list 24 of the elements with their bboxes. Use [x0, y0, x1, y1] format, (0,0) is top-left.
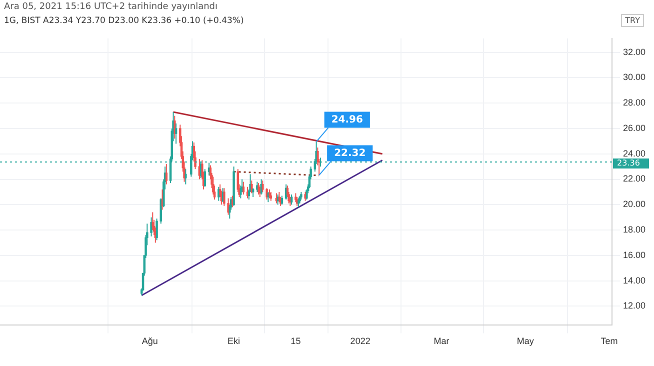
y-tick-label: 30.00: [623, 72, 646, 82]
x-tick-label: Mar: [434, 336, 450, 346]
x-tick-label: Ağu: [142, 336, 158, 346]
y-tick-label: 28.00: [623, 98, 646, 108]
chart-title: Ara 05, 2021 15:16 UTC+2 tarihinde yayınlandı: [4, 2, 218, 12]
y-tick-label: 16.00: [623, 250, 646, 260]
y-tick-label: 32.00: [623, 46, 646, 57]
x-tick-label: 2022: [350, 336, 370, 346]
x-tick-label: Tem: [600, 336, 618, 346]
x-tick-label: Eki: [228, 336, 240, 346]
y-tick-label: 12.00: [623, 300, 646, 311]
y-tick-label: 20.00: [623, 199, 646, 210]
y-tick-label: 24.00: [623, 148, 646, 158]
ref-line-label: 23.36: [617, 158, 640, 168]
y-tick-label: 18.00: [623, 224, 646, 235]
y-tick-label: 14.00: [623, 275, 646, 286]
y-tick-label: 22.00: [623, 174, 646, 184]
chart-subtitle: 1G, BIST A23.34 Y23.70 D23.00 K23.36 +0.10 (+0.43%): [4, 16, 244, 26]
x-tick-label: May: [516, 336, 534, 346]
x-tick-label: 15: [290, 336, 301, 346]
y-axis-title: TRY: [621, 14, 644, 27]
annotation: 22.32: [334, 148, 366, 159]
annotation: 24.96: [331, 114, 363, 126]
y-tick-label: 26.00: [623, 122, 646, 133]
